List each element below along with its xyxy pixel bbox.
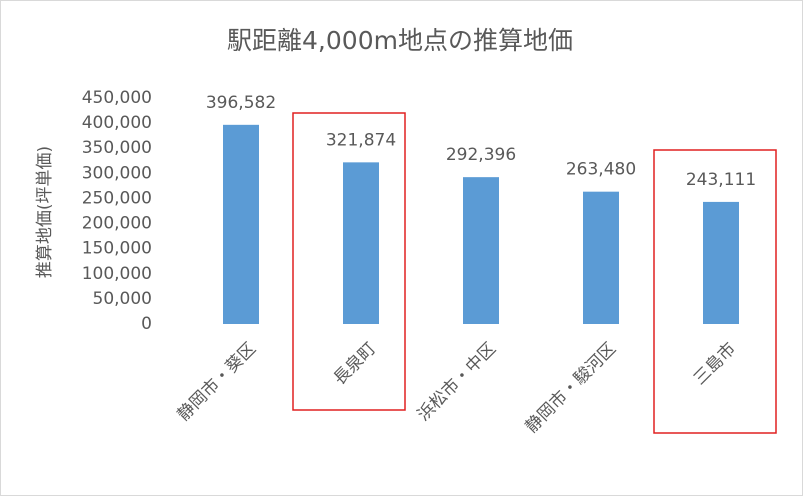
y-tick-label: 400,000	[82, 113, 152, 133]
bar	[463, 177, 499, 324]
highlight-box	[292, 112, 406, 411]
y-tick-label: 250,000	[82, 188, 152, 208]
value-label: 243,111	[686, 170, 756, 190]
bar	[703, 201, 739, 324]
value-label: 396,582	[206, 93, 276, 113]
y-tick-label: 0	[141, 314, 152, 334]
bar	[223, 124, 259, 325]
y-tick-label: 350,000	[82, 138, 152, 158]
highlight-box	[653, 149, 777, 434]
value-label: 292,396	[446, 145, 516, 165]
y-tick-label: 150,000	[82, 239, 152, 259]
value-label: 321,874	[326, 130, 396, 150]
bar	[583, 191, 619, 324]
bar	[343, 162, 379, 324]
y-tick-label: 450,000	[82, 88, 152, 108]
y-tick-label: 300,000	[82, 163, 152, 183]
chart-title: 駅距離4,000m地点の推算地価	[227, 26, 573, 55]
y-axis-label: 推算地価(坪単価)	[35, 146, 55, 278]
y-tick-label: 100,000	[82, 264, 152, 284]
y-tick-label: 200,000	[82, 214, 152, 234]
y-tick-label: 50,000	[93, 289, 152, 309]
value-label: 263,480	[566, 160, 636, 180]
